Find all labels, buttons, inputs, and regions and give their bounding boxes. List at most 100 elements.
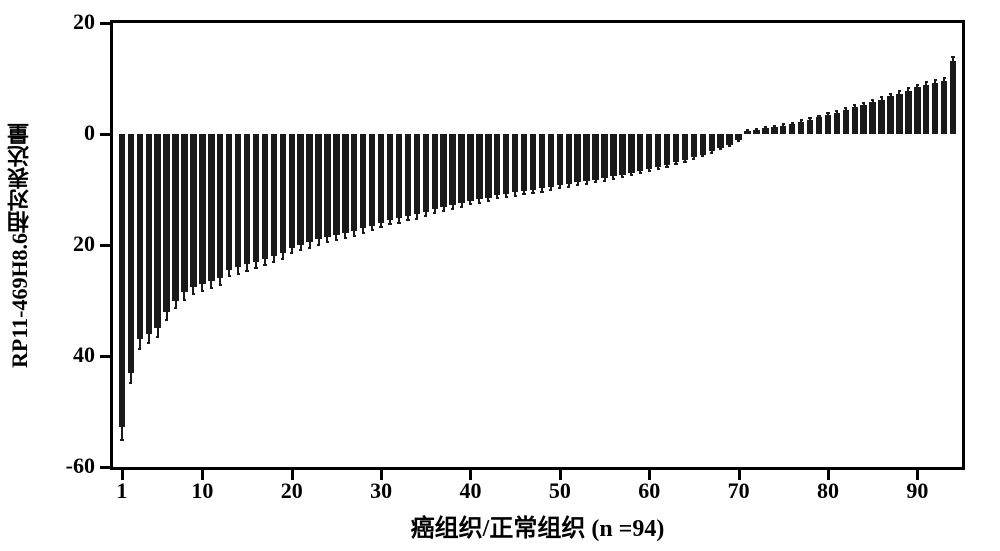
bar [566, 134, 572, 184]
y-tick-label: -60 [40, 453, 95, 479]
error-cap [147, 342, 150, 344]
x-tick-label: 50 [540, 478, 580, 504]
bar [869, 102, 875, 134]
error-cap [174, 307, 177, 309]
bar [878, 100, 884, 134]
error-cap [755, 128, 758, 130]
error-cap [665, 166, 668, 168]
error-cap [397, 222, 400, 224]
error-cap [746, 129, 749, 131]
bar [896, 94, 902, 134]
bar [137, 134, 143, 339]
bar [244, 134, 250, 264]
error-cap [487, 200, 490, 202]
bar [682, 134, 688, 160]
bar [717, 134, 723, 148]
error-cap [791, 122, 794, 124]
y-tick [100, 466, 110, 469]
error-cap [183, 299, 186, 301]
error-cap [156, 336, 159, 338]
x-tick-label: 80 [808, 478, 848, 504]
bar [181, 134, 187, 292]
error-cap [567, 186, 570, 188]
bar [825, 115, 831, 134]
bar [950, 61, 956, 134]
error-cap [898, 90, 901, 92]
bar [673, 134, 679, 162]
error-cap [505, 196, 508, 198]
error-cap [630, 174, 633, 176]
bar [324, 134, 330, 237]
error-cap [782, 123, 785, 125]
bar [163, 134, 169, 312]
error-cap [478, 202, 481, 204]
y-tick [100, 133, 110, 136]
bar [235, 134, 241, 267]
error-cap [844, 107, 847, 109]
error-cap [835, 110, 838, 112]
error-cap [362, 232, 365, 234]
bar [154, 134, 160, 328]
error-cap [585, 183, 588, 185]
bar [941, 81, 947, 134]
error-cap [880, 96, 883, 98]
bar [306, 134, 312, 242]
error-cap [808, 117, 811, 119]
x-tick-label: 20 [272, 478, 312, 504]
bar [360, 134, 366, 228]
bar [780, 126, 786, 134]
bar [700, 134, 706, 155]
x-axis-label: 癌组织/正常组织 (n =94) [110, 508, 965, 543]
error-cap [951, 56, 954, 58]
error-cap [281, 258, 284, 260]
error-cap [540, 191, 543, 193]
bar [289, 134, 295, 248]
bar [342, 134, 348, 233]
error-cap [594, 181, 597, 183]
error-cap [424, 215, 427, 217]
error-cap [612, 178, 615, 180]
y-tick-label: 20 [40, 9, 95, 35]
error-cap [683, 161, 686, 163]
bar [601, 134, 607, 178]
error-cap [388, 223, 391, 225]
x-tick-label: 70 [719, 478, 759, 504]
error-cap [862, 102, 865, 104]
bar [521, 134, 527, 191]
bar [646, 134, 652, 169]
error-cap [433, 212, 436, 214]
bar [458, 134, 464, 203]
bar [297, 134, 303, 245]
bar [405, 134, 411, 216]
error-cap [379, 226, 382, 228]
error-cap [657, 168, 660, 170]
error-cap [299, 249, 302, 251]
bar [789, 124, 795, 134]
bar [860, 105, 866, 134]
error-cap [692, 158, 695, 160]
bar [387, 134, 393, 220]
error-cap [889, 93, 892, 95]
error-cap [219, 284, 222, 286]
error-cap [943, 77, 946, 79]
error-cap [228, 275, 231, 277]
bar [351, 134, 357, 231]
error-cap [201, 290, 204, 292]
error-cap [371, 229, 374, 231]
error-cap [701, 155, 704, 157]
error-cap [934, 79, 937, 81]
error-cap [853, 104, 856, 106]
error-cap [871, 99, 874, 101]
bar [146, 134, 152, 334]
bar [574, 134, 580, 182]
bar [628, 134, 634, 173]
error-cap [245, 270, 248, 272]
bar [887, 96, 893, 134]
error-cap [442, 210, 445, 212]
bar [932, 83, 938, 134]
error-cap [290, 252, 293, 254]
bar [271, 134, 277, 256]
bar [333, 134, 339, 235]
error-cap [826, 112, 829, 114]
error-cap [674, 163, 677, 165]
